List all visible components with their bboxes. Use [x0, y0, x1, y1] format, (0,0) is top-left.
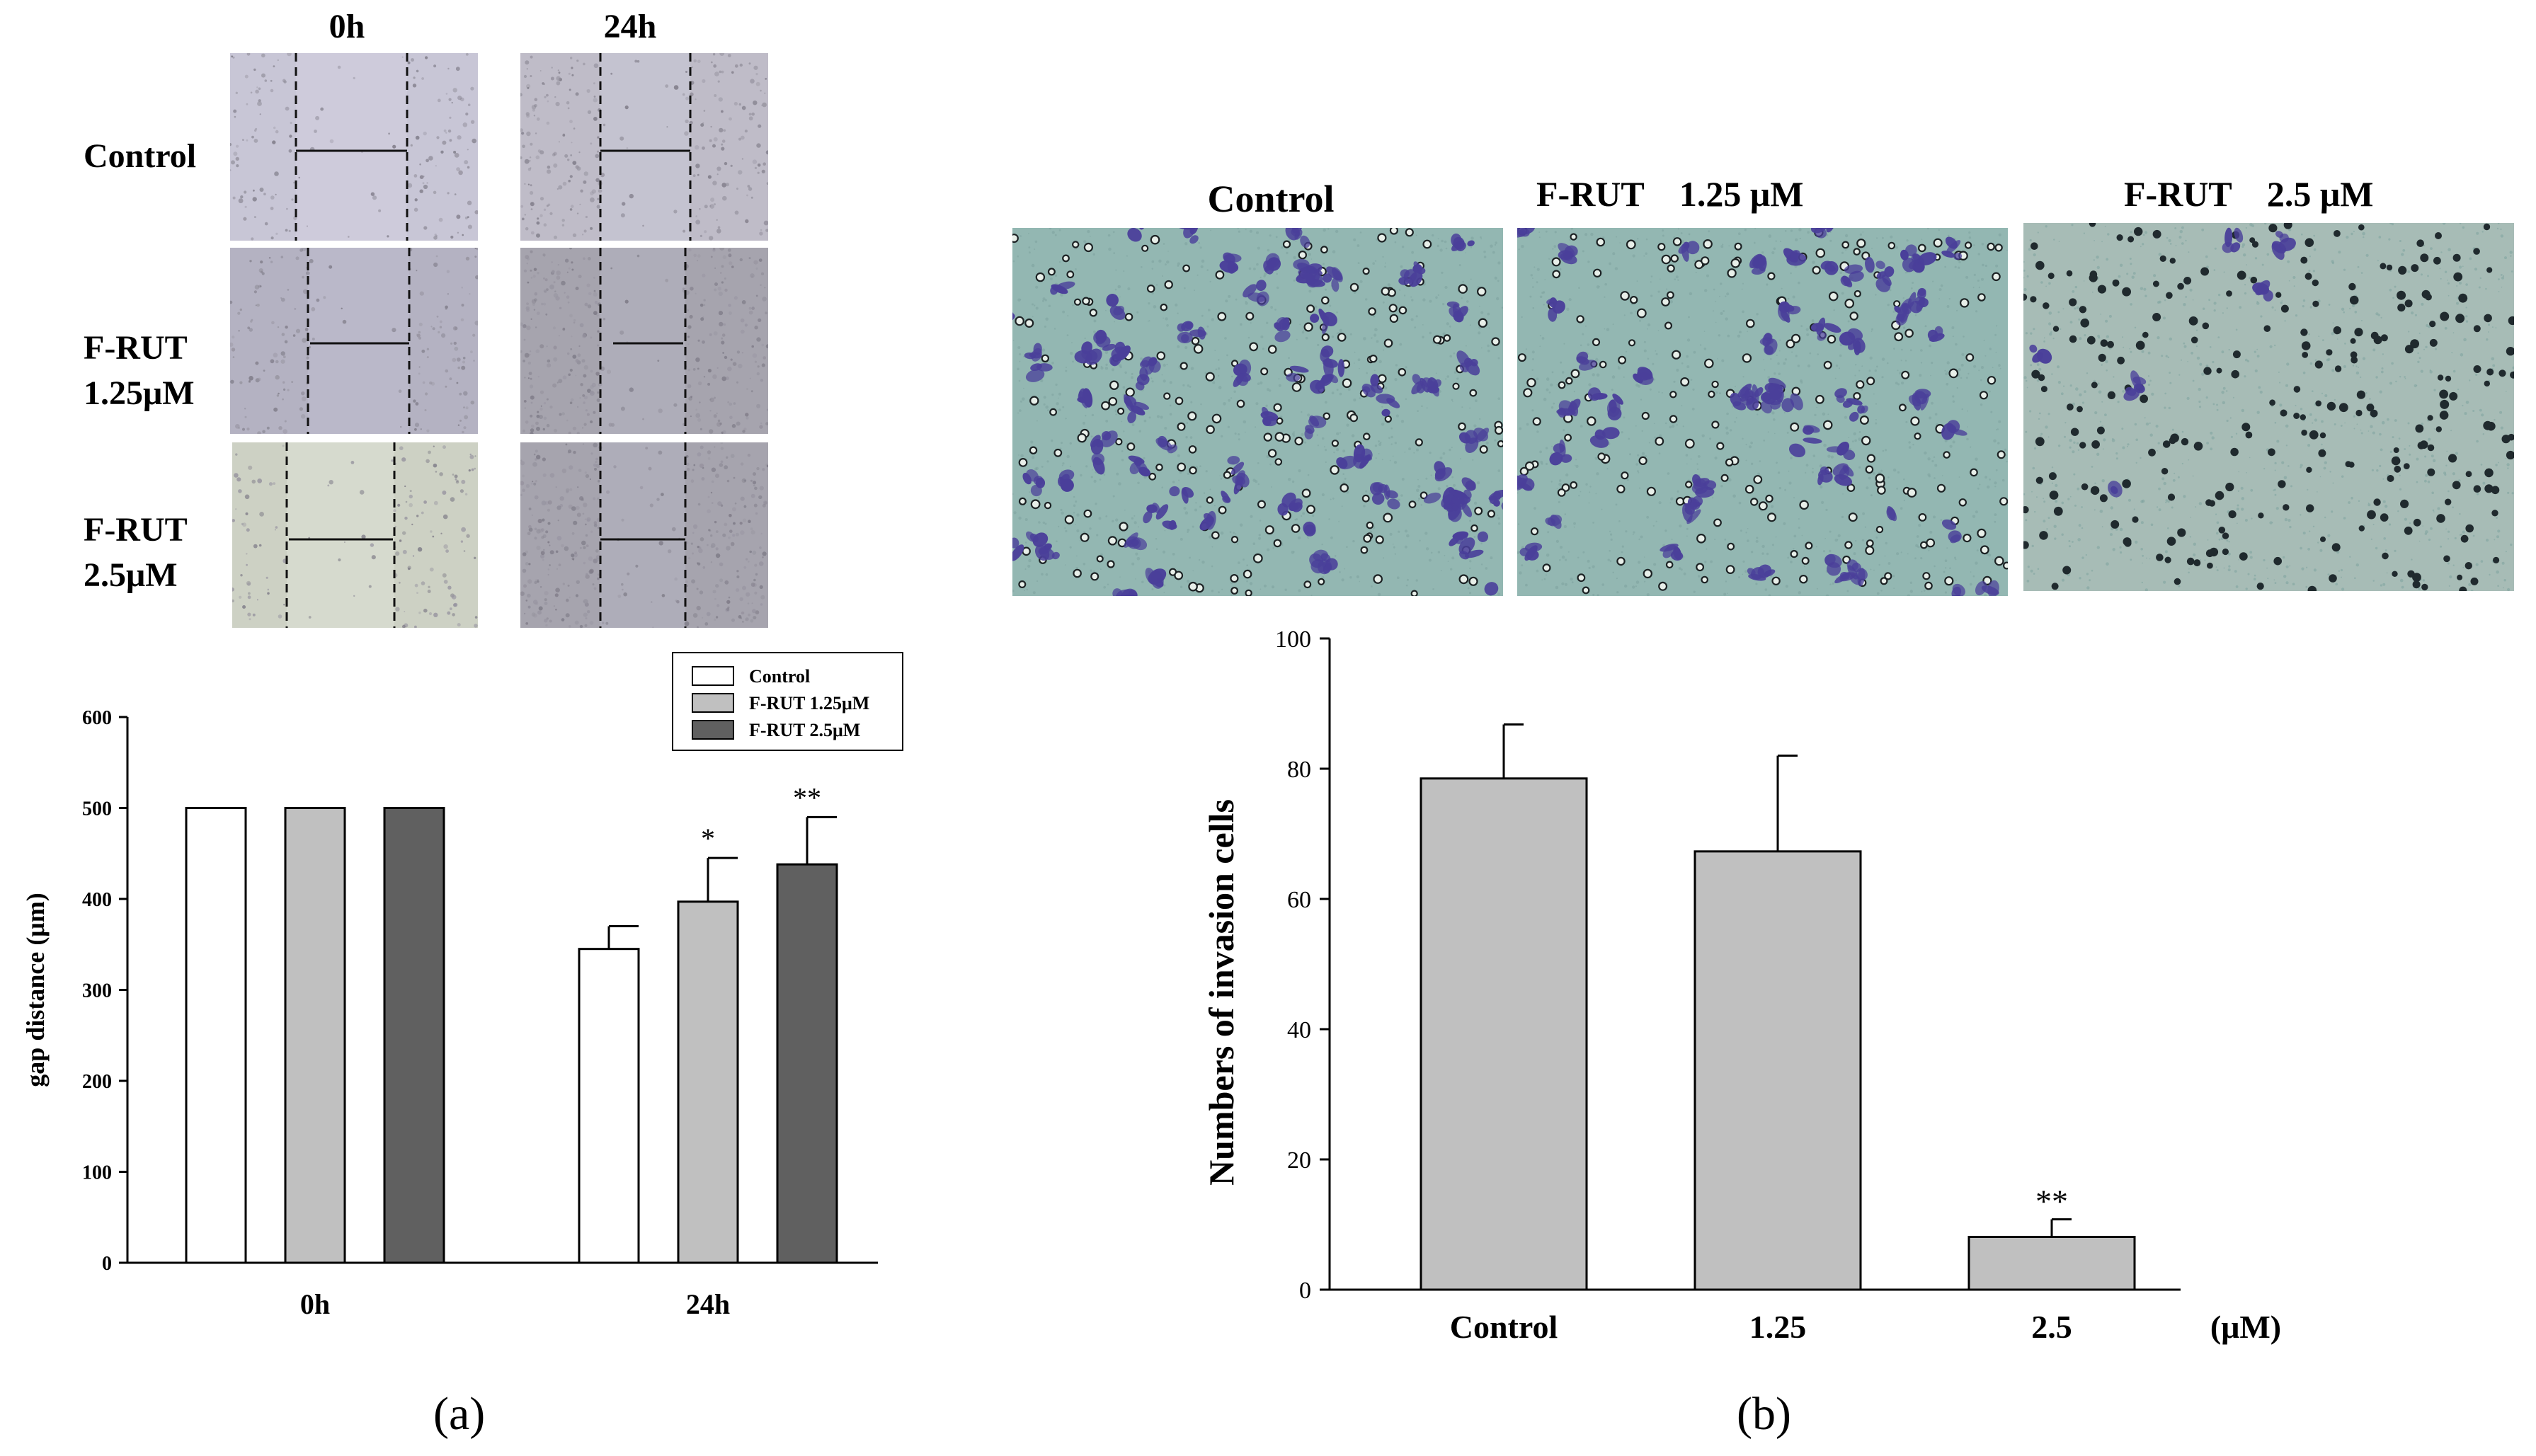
bar: [1693, 850, 1862, 1291]
scratch-photo-control-24h: [520, 53, 768, 241]
legend-swatch: [692, 666, 734, 686]
bar: [677, 900, 739, 1264]
scratch-texture: [520, 53, 768, 241]
y-tick-label: 40: [1287, 1017, 1311, 1043]
scratch-photo-control-0h: [230, 53, 478, 241]
significance-mark: **: [2035, 1183, 2068, 1220]
row-label-frut-25: F-RUT 2.5μM: [84, 511, 188, 594]
y-tick-label: 400: [82, 889, 112, 911]
bar: [284, 807, 346, 1264]
scratch-texture: [230, 53, 478, 241]
row-label-frut-125: F-RUT 1.25μM: [84, 329, 195, 412]
y-tick-label: 0: [102, 1253, 112, 1275]
scratch-texture: [520, 248, 768, 434]
bar: [776, 863, 838, 1264]
y-tick-label: 600: [82, 707, 112, 729]
y-tick-label: 500: [82, 798, 112, 820]
y-axis-label: Numbers of invasion cells: [1201, 799, 1241, 1186]
y-tick-label: 80: [1287, 757, 1311, 783]
y-tick-label: 20: [1287, 1147, 1311, 1174]
transwell-texture: [1517, 228, 2008, 596]
photo-label-frut-125: F-RUT 1.25 μM: [1536, 174, 1804, 214]
scratch-photo-frut125-0h: [230, 248, 478, 434]
x-category-label: Control: [1450, 1309, 1558, 1345]
y-tick-label: 100: [1275, 626, 1311, 653]
row-label-control: Control: [84, 137, 197, 175]
y-tick-label: 200: [82, 1071, 112, 1093]
bar: [1420, 777, 1588, 1291]
time-header-0h: 0h: [329, 8, 365, 45]
transwell-texture: [2023, 223, 2514, 591]
scratch-texture: [230, 248, 478, 434]
x-category-label: 2.5: [2031, 1309, 2072, 1345]
legend-entry: F-RUT 2.5μM: [749, 720, 860, 740]
significance-mark: *: [701, 822, 715, 854]
legend-entry: Control: [749, 666, 810, 687]
scratch-photo-frut125-24h: [520, 248, 768, 434]
x-unit-label: (μM): [2210, 1309, 2281, 1345]
scratch-texture: [520, 442, 768, 628]
legend-entry: F-RUT 1.25μM: [749, 693, 869, 713]
legend-swatch: [692, 693, 734, 713]
bar: [578, 948, 640, 1264]
photo-label-frut-25: F-RUT 2.5 μM: [2124, 174, 2374, 214]
y-tick-label: 0: [1299, 1278, 1311, 1304]
y-tick-label: 60: [1287, 887, 1311, 913]
y-tick-label: 300: [82, 980, 112, 1002]
transwell-photo-frut25: [2023, 223, 2514, 591]
bar: [1967, 1235, 2136, 1291]
x-category-label: 1.25: [1749, 1309, 1807, 1345]
transwell-photo-frut125: [1517, 228, 2008, 596]
scratch-texture: [232, 442, 478, 628]
panel-letter-b: (b): [1737, 1388, 1791, 1440]
panel-letter-a: (a): [433, 1388, 486, 1440]
significance-mark: **: [793, 781, 821, 813]
photo-label-control: Control: [1207, 178, 1335, 220]
x-category-label: 24h: [686, 1288, 730, 1320]
scratch-photo-frut25-0h: [232, 442, 478, 628]
legend-swatch: [692, 720, 734, 740]
scratch-photo-frut25-24h: [520, 442, 768, 628]
x-category-label: 0h: [300, 1288, 330, 1320]
transwell-texture: [1012, 228, 1503, 596]
time-header-24h: 24h: [603, 8, 657, 45]
chart-b: 0 20 40 60 80 100 Numbers of invasion cells Con…: [1201, 626, 2281, 1345]
y-axis-label: gap distance (μm): [21, 893, 50, 1087]
transwell-photo-control: [1012, 228, 1503, 596]
bar: [185, 807, 247, 1264]
y-tick-label: 100: [82, 1162, 112, 1184]
bar: [383, 807, 445, 1264]
